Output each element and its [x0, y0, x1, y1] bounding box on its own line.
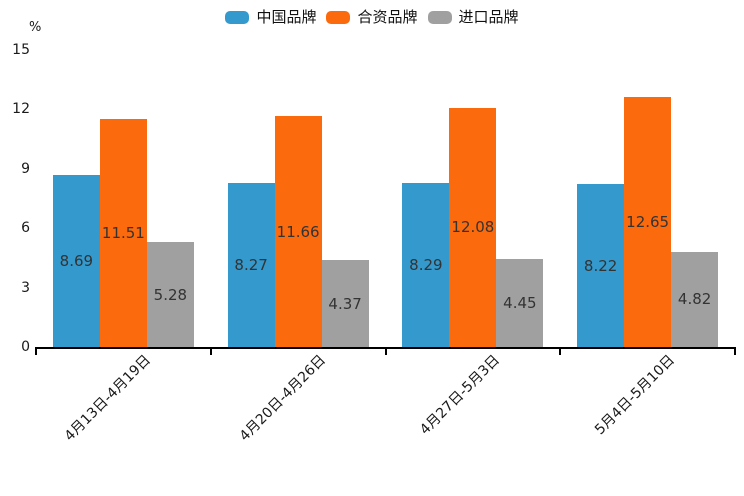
legend-item-1: 中国品牌	[225, 8, 316, 26]
bar-合资品牌: 11.51	[99, 119, 147, 347]
x-axis-tick	[209, 349, 212, 355]
bar-group-2: 8.27 11.66 4.37	[211, 50, 386, 347]
bar-value-label: 8.22	[583, 256, 618, 275]
bar-合资品牌: 12.08	[449, 107, 497, 347]
bar-group-3: 8.29 12.08 4.45	[386, 50, 561, 347]
bar-group-1: 8.69 11.51 5.28	[36, 50, 211, 347]
legend-swatch-icon	[427, 10, 452, 24]
legend-item-3: 进口品牌	[427, 8, 519, 26]
y-tick-label: 0	[21, 339, 30, 355]
bar-中国品牌: 8.29	[402, 182, 450, 347]
y-tick-label: 15	[12, 42, 30, 58]
bar-value-label: 5.28	[153, 285, 188, 304]
bar-group-4: 8.22 12.65 4.82	[560, 50, 735, 347]
bar-中国品牌: 8.22	[577, 184, 625, 347]
bar-value-label: 8.27	[234, 256, 268, 275]
x-axis-tick	[35, 349, 37, 355]
bar-value-label: 4.37	[328, 294, 362, 313]
bar-value-label: 12.65	[626, 212, 670, 231]
legend-swatch-icon	[326, 10, 351, 24]
bar-合资品牌: 11.66	[274, 116, 322, 347]
bar-value-label: 8.29	[409, 255, 443, 274]
legend-item-2: 合资品牌	[326, 8, 418, 26]
legend-label: 进口品牌	[458, 8, 519, 26]
bar-value-label: 11.51	[101, 224, 145, 243]
bar-进口品牌: 4.37	[321, 260, 369, 347]
bar-value-label: 4.45	[503, 293, 537, 312]
bar-value-label: 11.66	[276, 222, 320, 241]
legend-label: 中国品牌	[256, 8, 317, 26]
y-tick-label: 12	[12, 101, 30, 118]
y-axis-unit-label: %	[29, 20, 42, 35]
bar-进口品牌: 4.82	[671, 251, 719, 347]
x-axis-label: 4月27日-5月3日	[417, 352, 504, 439]
bar-value-label: 12.08	[451, 218, 495, 237]
x-axis-tick	[384, 349, 387, 355]
x-axis-label: 5月4日-5月10日	[592, 352, 679, 439]
y-tick-label: 6	[21, 220, 30, 237]
bar-进口品牌: 5.28	[146, 242, 194, 347]
bar-value-label: 4.82	[677, 290, 712, 309]
bar-value-label: 8.69	[59, 251, 94, 270]
x-axis-line	[35, 347, 736, 349]
x-axis-tick	[559, 349, 562, 355]
bar-合资品牌: 12.65	[624, 96, 672, 347]
x-axis-tick	[734, 349, 736, 355]
x-axis-label: 4月13日-4月19日	[61, 352, 154, 445]
y-tick-label: 9	[21, 160, 30, 177]
legend-label: 合资品牌	[357, 8, 418, 26]
legend-swatch-icon	[225, 10, 250, 24]
bar-中国品牌: 8.69	[52, 174, 100, 347]
bar-进口品牌: 4.45	[496, 258, 544, 347]
plot-area: 8.69 11.51 5.28 8.27 11.66 4.37 8.29 12.08 4.45 8…	[36, 50, 735, 347]
chart-legend: 中国品牌 合资品牌 进口品牌	[0, 8, 744, 26]
bar-中国品牌: 8.27	[227, 183, 275, 347]
x-axis-label: 4月20日-4月26日	[236, 352, 329, 445]
y-tick-label: 3	[21, 279, 30, 296]
